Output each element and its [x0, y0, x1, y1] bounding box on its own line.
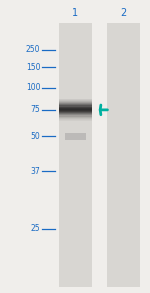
- Bar: [58, 102, 92, 103]
- Text: 250: 250: [26, 45, 40, 54]
- Bar: [58, 100, 92, 101]
- Text: 2: 2: [120, 8, 126, 18]
- Bar: [58, 105, 92, 107]
- Text: 100: 100: [26, 84, 40, 92]
- Bar: [58, 103, 92, 104]
- Bar: [58, 107, 92, 108]
- Bar: [58, 120, 92, 121]
- Bar: [58, 99, 92, 100]
- Bar: [58, 104, 92, 105]
- Text: 150: 150: [26, 63, 40, 72]
- Bar: [58, 112, 92, 113]
- Bar: [58, 117, 92, 118]
- Text: 75: 75: [31, 105, 40, 114]
- Text: 37: 37: [31, 167, 40, 176]
- Bar: [58, 111, 92, 112]
- Bar: [64, 133, 86, 140]
- Bar: [58, 110, 92, 111]
- Bar: [58, 23, 92, 287]
- Bar: [58, 115, 92, 117]
- Bar: [58, 101, 92, 102]
- Bar: [58, 118, 92, 119]
- Bar: [58, 108, 92, 109]
- Bar: [58, 119, 92, 120]
- Bar: [106, 23, 140, 287]
- Bar: [58, 109, 92, 110]
- Bar: [58, 114, 92, 115]
- Text: 1: 1: [72, 8, 78, 18]
- Text: 25: 25: [31, 224, 40, 233]
- Text: 50: 50: [31, 132, 40, 141]
- Bar: [58, 113, 92, 114]
